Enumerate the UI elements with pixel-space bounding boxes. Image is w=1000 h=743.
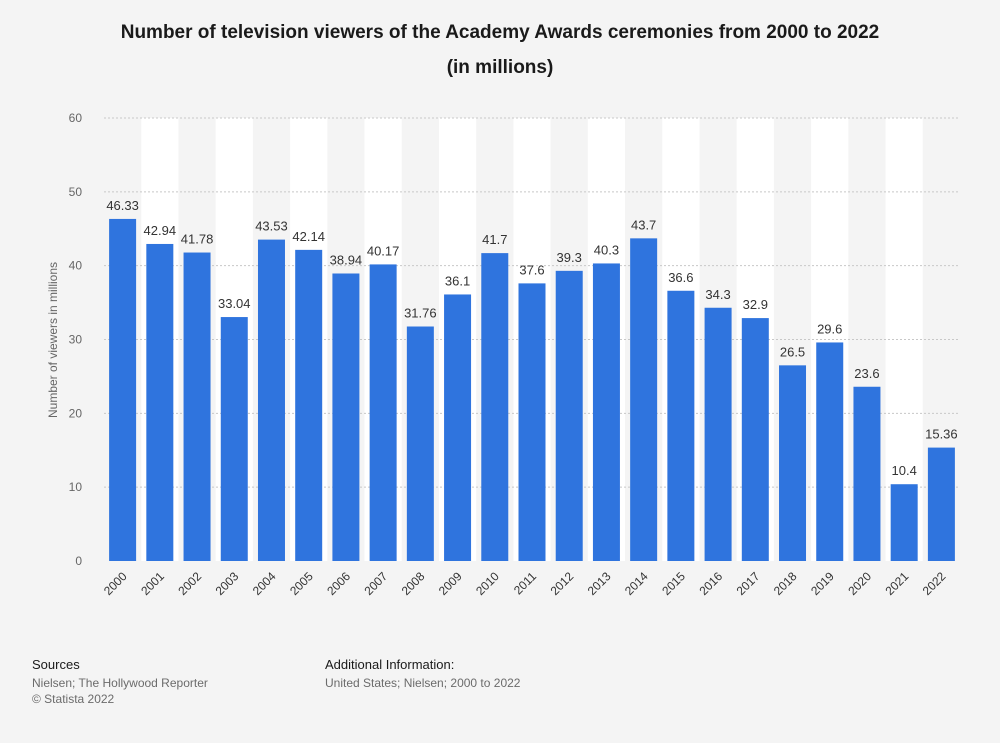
data-label: 40.17 <box>367 243 400 258</box>
data-label: 33.04 <box>218 296 251 311</box>
x-tick-label: 2006 <box>324 569 353 598</box>
x-tick-label: 2007 <box>361 569 390 598</box>
bars <box>109 218 955 562</box>
data-label: 43.7 <box>631 217 656 232</box>
bar <box>257 239 285 561</box>
y-tick-label: 10 <box>69 480 83 494</box>
bar <box>406 326 434 561</box>
x-tick-label: 2017 <box>734 569 763 598</box>
data-label: 32.9 <box>743 297 768 312</box>
bar <box>518 283 546 561</box>
x-tick-label: 2001 <box>138 569 167 598</box>
bar <box>927 447 955 561</box>
y-tick-label: 30 <box>69 333 83 347</box>
y-tick-label: 40 <box>69 259 83 273</box>
y-axis-label: Number of viewers in millions <box>46 262 60 418</box>
data-label: 29.6 <box>817 321 842 336</box>
x-tick-label: 2009 <box>436 569 465 598</box>
y-tick-label: 50 <box>69 185 83 199</box>
bar <box>481 253 509 562</box>
y-tick-label: 60 <box>69 111 83 125</box>
x-tick-label: 2000 <box>101 569 130 598</box>
bar <box>183 252 211 561</box>
bar <box>667 290 695 561</box>
x-tick-label: 2015 <box>659 569 688 598</box>
bar <box>146 243 174 562</box>
y-axis-ticks: 0 10 20 30 40 50 60 <box>69 111 83 568</box>
bar <box>779 365 807 561</box>
x-tick-label: 2014 <box>622 569 651 598</box>
data-label: 15.36 <box>925 427 958 442</box>
data-label: 46.33 <box>106 198 139 213</box>
x-tick-label: 2020 <box>845 569 874 598</box>
data-label: 36.1 <box>445 273 470 288</box>
x-tick-label: 2013 <box>585 569 614 598</box>
bar <box>592 263 620 561</box>
data-label: 43.53 <box>255 219 288 234</box>
x-tick-label: 2016 <box>696 569 725 598</box>
chart-title: Number of television viewers of the Acad… <box>120 22 880 43</box>
bar <box>220 317 248 561</box>
bar <box>109 218 137 561</box>
x-tick-label: 2004 <box>250 569 279 598</box>
data-label: 10.4 <box>892 463 917 478</box>
x-axis-ticks: 2000 2001 2002 2003 2004 2005 2006 2007 2008 2009… <box>101 569 949 598</box>
bar <box>332 273 360 561</box>
additional-info-text: United States; Nielsen; 2000 to 2022 <box>325 676 521 690</box>
x-tick-label: 2010 <box>473 569 502 598</box>
data-label: 36.6 <box>668 270 693 285</box>
x-tick-label: 2011 <box>511 569 539 597</box>
x-tick-label: 2003 <box>213 569 242 598</box>
data-label: 42.94 <box>144 223 177 238</box>
additional-info-heading: Additional Information: <box>325 657 455 672</box>
x-tick-label: 2021 <box>883 569 912 598</box>
sources-heading: Sources <box>32 657 80 672</box>
x-tick-label: 2002 <box>175 569 204 598</box>
chart-subtitle: (in millions) <box>446 57 554 78</box>
value-labels: 46.33 42.94 41.78 33.04 43.53 42.14 38.94 40.17… <box>106 198 957 478</box>
data-label: 26.5 <box>780 344 805 359</box>
data-label: 23.6 <box>854 366 879 381</box>
bar <box>741 318 769 561</box>
y-tick-label: 0 <box>75 554 82 568</box>
bar <box>444 294 472 561</box>
bar <box>369 264 397 561</box>
data-label: 41.7 <box>482 232 507 247</box>
x-tick-label: 2012 <box>548 569 577 598</box>
x-tick-label: 2019 <box>808 569 837 598</box>
data-label: 34.3 <box>705 287 730 302</box>
data-label: 40.3 <box>594 242 619 257</box>
sources-text: Nielsen; The Hollywood Reporter <box>32 676 208 690</box>
bar <box>295 249 323 561</box>
data-label: 39.3 <box>557 250 582 265</box>
bar <box>555 270 583 561</box>
data-label: 42.14 <box>292 229 325 244</box>
bar <box>630 238 658 561</box>
x-tick-label: 2022 <box>920 569 949 598</box>
x-tick-label: 2018 <box>771 569 800 598</box>
data-label: 41.78 <box>181 232 214 247</box>
bar <box>890 484 918 561</box>
data-label: 37.6 <box>519 262 544 277</box>
bar <box>853 386 881 561</box>
data-label: 38.94 <box>330 252 363 267</box>
y-tick-label: 20 <box>69 406 83 420</box>
bar <box>704 307 732 561</box>
bar <box>816 342 844 561</box>
data-label: 31.76 <box>404 306 437 321</box>
copyright-text: © Statista 2022 <box>32 692 115 706</box>
x-tick-label: 2008 <box>399 569 428 598</box>
x-tick-label: 2005 <box>287 569 316 598</box>
